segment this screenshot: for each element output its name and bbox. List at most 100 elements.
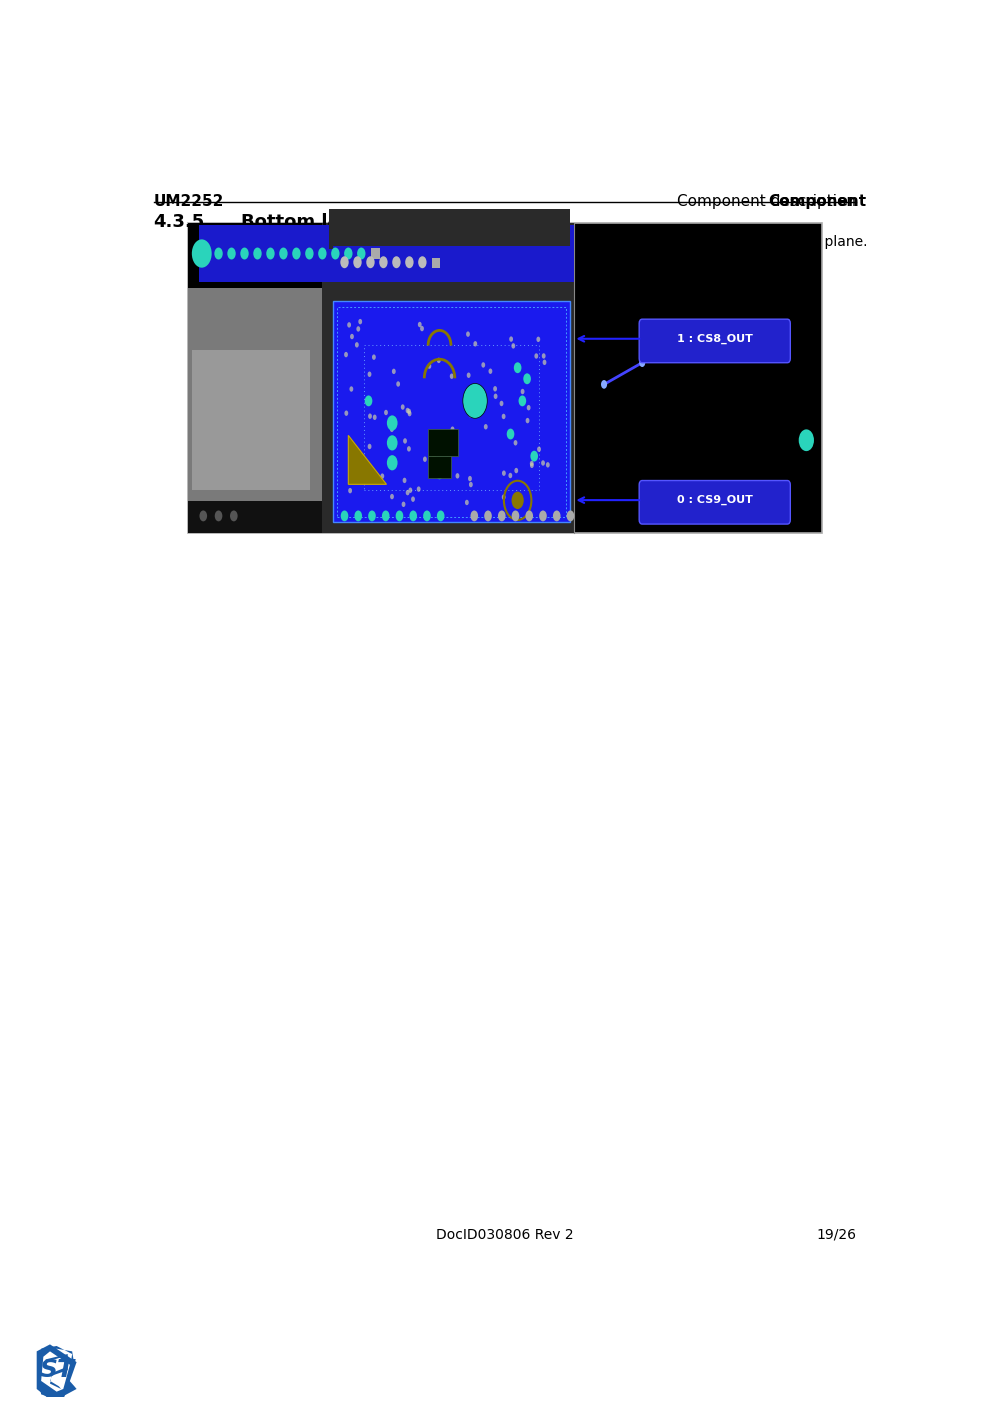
Circle shape	[511, 492, 524, 509]
Circle shape	[509, 337, 513, 342]
Circle shape	[437, 358, 440, 363]
Circle shape	[513, 440, 517, 445]
Circle shape	[253, 247, 262, 260]
Circle shape	[417, 486, 421, 492]
Circle shape	[354, 256, 361, 269]
Circle shape	[466, 331, 470, 337]
Circle shape	[350, 386, 354, 392]
Circle shape	[543, 359, 547, 365]
Circle shape	[541, 460, 545, 465]
Circle shape	[469, 482, 473, 488]
Circle shape	[799, 430, 814, 451]
Text: Component: Component	[768, 194, 866, 209]
Circle shape	[431, 452, 435, 458]
Polygon shape	[349, 436, 386, 485]
Circle shape	[535, 354, 538, 359]
Bar	[432, 257, 440, 267]
Circle shape	[427, 363, 431, 369]
Bar	[427, 457, 450, 478]
Circle shape	[358, 247, 365, 260]
Text: Bottom layer: Bottom layer	[241, 214, 372, 232]
Circle shape	[445, 451, 449, 457]
Circle shape	[359, 320, 362, 324]
Circle shape	[428, 467, 432, 471]
Bar	[199, 225, 573, 281]
Bar	[337, 307, 565, 518]
Circle shape	[364, 396, 372, 406]
Bar	[363, 345, 539, 489]
Circle shape	[493, 386, 497, 392]
Bar	[333, 246, 569, 281]
Circle shape	[266, 247, 275, 260]
Circle shape	[508, 472, 512, 478]
Circle shape	[401, 404, 405, 410]
Bar	[427, 428, 458, 457]
Circle shape	[230, 510, 237, 522]
Circle shape	[418, 322, 422, 327]
Polygon shape	[39, 1346, 77, 1400]
Circle shape	[484, 424, 488, 430]
Circle shape	[469, 411, 472, 417]
Circle shape	[379, 256, 388, 269]
Circle shape	[514, 362, 521, 373]
Circle shape	[468, 477, 472, 481]
Circle shape	[435, 468, 443, 479]
Circle shape	[396, 510, 403, 522]
Circle shape	[501, 414, 505, 419]
Circle shape	[406, 407, 410, 413]
Circle shape	[367, 444, 371, 450]
Circle shape	[215, 247, 223, 260]
Circle shape	[228, 247, 235, 260]
Circle shape	[361, 471, 365, 477]
Circle shape	[380, 474, 384, 479]
Circle shape	[539, 510, 547, 522]
Text: Figure 9: PCB layout bottom layer: Figure 9: PCB layout bottom layer	[372, 257, 637, 271]
Circle shape	[511, 510, 519, 522]
Circle shape	[349, 488, 352, 493]
Circle shape	[367, 372, 371, 378]
Circle shape	[340, 256, 349, 269]
Circle shape	[192, 239, 212, 267]
Polygon shape	[41, 1352, 70, 1391]
Circle shape	[408, 411, 412, 416]
Circle shape	[506, 428, 514, 440]
Bar	[188, 223, 821, 533]
Circle shape	[403, 438, 407, 444]
Circle shape	[518, 396, 526, 406]
Circle shape	[546, 462, 550, 468]
Circle shape	[553, 510, 560, 522]
Text: Component description: Component description	[677, 194, 856, 209]
Circle shape	[437, 510, 444, 522]
Circle shape	[331, 247, 340, 260]
Circle shape	[318, 247, 327, 260]
Circle shape	[403, 478, 407, 484]
Circle shape	[354, 455, 358, 461]
Text: 1 : CS8_OUT: 1 : CS8_OUT	[677, 334, 753, 344]
Circle shape	[375, 479, 379, 484]
Circle shape	[240, 247, 248, 260]
Polygon shape	[45, 1355, 68, 1389]
Text: ST: ST	[39, 1359, 74, 1381]
Bar	[329, 209, 569, 249]
Text: 0 : CS9_OUT: 0 : CS9_OUT	[677, 495, 753, 505]
Circle shape	[530, 461, 534, 467]
Circle shape	[387, 416, 398, 431]
Bar	[321, 223, 573, 533]
Text: The bottom layer is mainly GND plane. Some traces are routed through the bottom : The bottom layer is mainly GND plane. So…	[241, 235, 868, 249]
Circle shape	[392, 256, 401, 269]
Text: DocID030806 Rev 2: DocID030806 Rev 2	[436, 1227, 573, 1241]
Bar	[371, 247, 380, 259]
Circle shape	[355, 510, 362, 522]
Circle shape	[493, 393, 497, 399]
Circle shape	[344, 247, 353, 260]
Bar	[188, 501, 321, 533]
FancyBboxPatch shape	[639, 481, 790, 525]
Circle shape	[293, 247, 300, 260]
Circle shape	[368, 510, 376, 522]
Circle shape	[344, 352, 348, 358]
Circle shape	[372, 414, 376, 420]
Circle shape	[409, 488, 413, 493]
Circle shape	[463, 383, 488, 419]
Circle shape	[387, 436, 398, 451]
Text: 19/26: 19/26	[816, 1227, 856, 1241]
